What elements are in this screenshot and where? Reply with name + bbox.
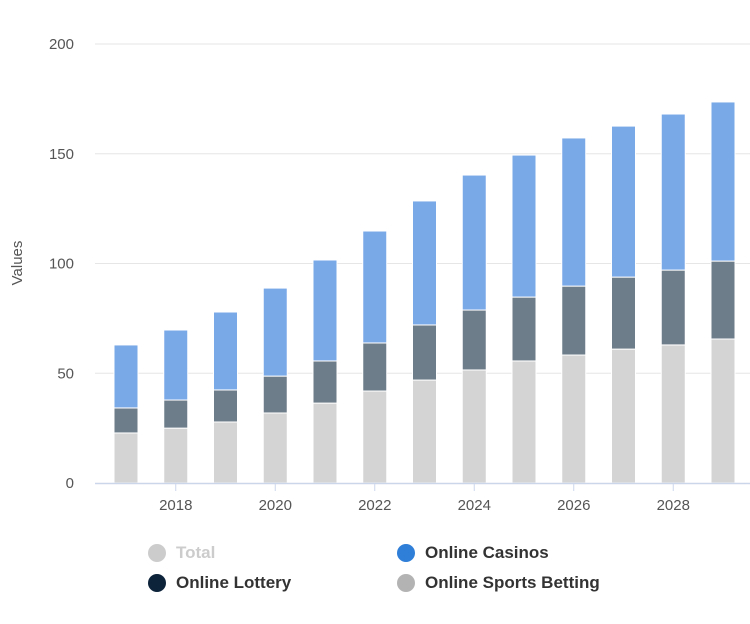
bar-online-sports-betting [660, 344, 686, 484]
legend-dot-icon [397, 544, 415, 562]
legend-dot-icon [148, 574, 166, 592]
bar-online-lottery [412, 324, 437, 381]
x-tick-label: 2018 [159, 497, 192, 514]
bar-online-casinos [511, 154, 537, 298]
bar-online-casinos [213, 311, 238, 391]
y-tick-label: 0 [66, 475, 74, 492]
bar-online-lottery [262, 375, 288, 414]
bar-online-lottery [710, 260, 736, 340]
bar-online-sports-betting [213, 421, 238, 484]
bar-online-casinos [561, 137, 587, 287]
bar-online-lottery [163, 399, 189, 429]
bar-online-lottery [611, 276, 636, 350]
bar-online-lottery [461, 309, 487, 371]
x-tick-label: 2028 [657, 497, 690, 514]
bar-online-sports-betting [163, 427, 189, 484]
bar-online-sports-betting [461, 369, 487, 484]
bar-online-casinos [461, 174, 487, 311]
x-tick-label: 2026 [557, 497, 590, 514]
bar-online-casinos [660, 113, 686, 271]
bar-online-sports-betting [511, 360, 537, 484]
legend-label: Online Casinos [425, 543, 549, 562]
legend-item-online-sports-betting[interactable]: Online Sports Betting [397, 573, 600, 593]
bar-online-casinos [113, 344, 139, 409]
legend-label: Online Sports Betting [425, 573, 600, 592]
legend-dot-icon [397, 574, 415, 592]
bar-online-lottery [113, 407, 139, 434]
legend-dot-icon [148, 544, 166, 562]
y-axis-title: Values [9, 241, 26, 286]
y-tick-label: 150 [49, 146, 74, 163]
legend-label: Total [176, 543, 216, 562]
y-tick-label: 50 [57, 365, 74, 382]
legend-label: Online Lottery [176, 573, 292, 592]
bar-online-lottery [312, 360, 338, 404]
y-tick-label: 200 [49, 36, 74, 53]
x-tick-label: 2022 [358, 497, 391, 514]
bar-online-casinos [412, 200, 437, 326]
bar-online-sports-betting [312, 402, 338, 484]
bar-online-sports-betting [262, 412, 288, 484]
bar-online-sports-betting [362, 390, 388, 484]
bar-online-casinos [710, 101, 736, 262]
bar-online-lottery [362, 342, 388, 392]
bar-online-lottery [511, 296, 537, 362]
bar-online-casinos [262, 287, 288, 377]
bar-online-sports-betting [113, 432, 139, 484]
y-tick-label: 100 [49, 256, 74, 273]
bar-online-sports-betting [561, 354, 587, 484]
bar-online-lottery [660, 269, 686, 346]
stacked-bar-chart: 0 50 100 150 200 2018 2020 2022 2024 2026 2028 Val… [9, 36, 750, 514]
bar-online-lottery [561, 285, 587, 356]
bar-online-sports-betting [611, 348, 636, 484]
x-tick-label: 2020 [259, 497, 292, 514]
legend-item-online-casinos[interactable]: Online Casinos [397, 543, 549, 563]
legend-item-online-lottery[interactable]: Online Lottery [148, 573, 291, 593]
bar-online-sports-betting [412, 379, 437, 484]
bar-online-casinos [312, 259, 338, 362]
bar-online-casinos [362, 230, 388, 344]
bar-online-casinos [163, 329, 189, 401]
x-tick-label: 2024 [458, 497, 491, 514]
bar-online-lottery [213, 389, 238, 423]
bar-online-sports-betting [710, 338, 736, 484]
bar-online-casinos [611, 125, 636, 278]
legend-item-total[interactable]: Total [148, 543, 215, 563]
